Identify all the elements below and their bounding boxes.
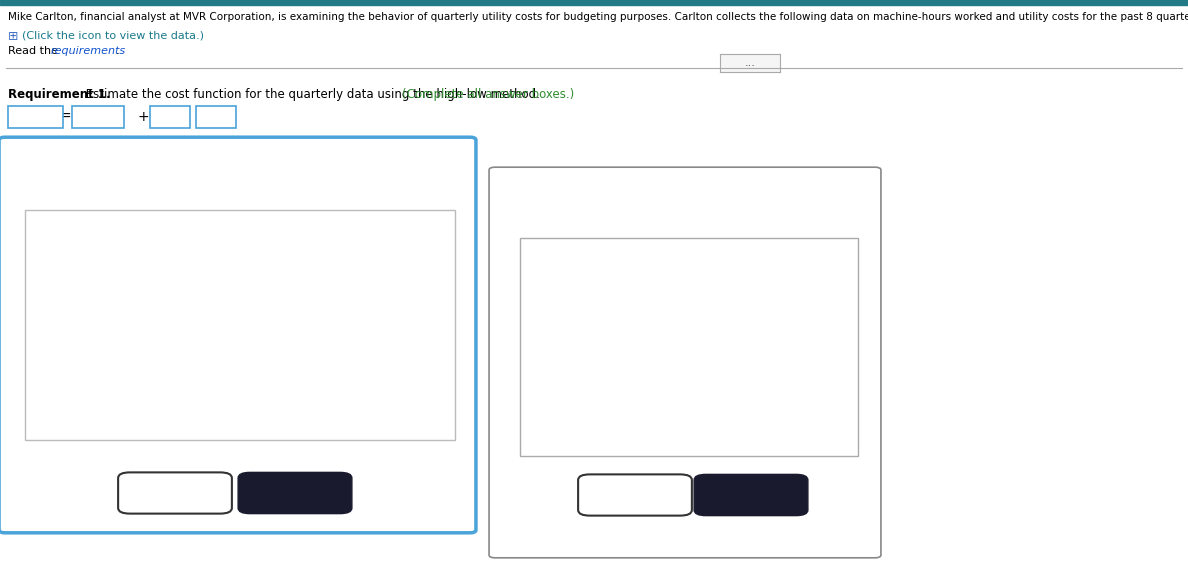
Text: Quarter 1: Quarter 1 bbox=[543, 278, 596, 288]
Text: Quarter 5: Quarter 5 bbox=[543, 370, 596, 380]
Text: 50,000: 50,000 bbox=[662, 301, 700, 311]
Text: =: = bbox=[59, 110, 71, 124]
Text: Quarter 6: Quarter 6 bbox=[543, 393, 596, 403]
Text: quarter 9. Calculate the predicted utility costs in quarter 9 using the cost: quarter 9. Calculate the predicted utili… bbox=[52, 284, 461, 294]
Text: ⊞: ⊞ bbox=[8, 30, 19, 43]
Text: Machine-Hours: Machine-Hours bbox=[625, 252, 719, 262]
Text: 3.: 3. bbox=[33, 270, 45, 280]
Text: 90,000: 90,000 bbox=[662, 393, 700, 403]
Text: 245,000: 245,000 bbox=[790, 439, 836, 449]
Text: Print: Print bbox=[160, 487, 189, 500]
Text: Quarter 4: Quarter 4 bbox=[543, 347, 596, 357]
Text: −  X: − X bbox=[421, 150, 447, 163]
Text: Done: Done bbox=[734, 488, 767, 501]
Text: 265,000: 265,000 bbox=[790, 278, 836, 288]
Text: +: + bbox=[137, 110, 148, 124]
Text: 200,000: 200,000 bbox=[790, 301, 836, 311]
Text: 100,000: 100,000 bbox=[655, 347, 700, 357]
Text: (Complete all answer boxes.): (Complete all answer boxes.) bbox=[402, 88, 574, 101]
Text: 95,000 $: 95,000 $ bbox=[651, 278, 700, 288]
Text: ...: ... bbox=[745, 58, 756, 68]
Text: Quarter 3: Quarter 3 bbox=[543, 324, 596, 334]
Text: Print: Print bbox=[620, 488, 650, 501]
Text: high-low method: high-low method bbox=[314, 222, 409, 232]
Text: Data table: Data table bbox=[535, 198, 630, 216]
Text: Estimate the cost function for the quarterly data using the: Estimate the cost function for the quart… bbox=[44, 222, 374, 232]
Text: 1.: 1. bbox=[33, 222, 45, 232]
Text: −  X: − X bbox=[822, 182, 849, 195]
Text: 2.: 2. bbox=[33, 246, 45, 256]
Text: requirements: requirements bbox=[51, 46, 126, 56]
Text: Mike Carlton, financial analyst at MVR Corporation, is examining the behavior of: Mike Carlton, financial analyst at MVR C… bbox=[8, 12, 1188, 22]
Text: 260,000: 260,000 bbox=[790, 393, 836, 403]
Text: Carlton anticipates that MVR will operate machines for 100,000 hours in: Carlton anticipates that MVR will operat… bbox=[44, 270, 447, 280]
Text: 275,000: 275,000 bbox=[790, 416, 836, 426]
Text: Estimate the cost function for the quarterly data using the high-low method.: Estimate the cost function for the quart… bbox=[82, 88, 544, 101]
Text: .: . bbox=[116, 46, 120, 56]
Text: .: . bbox=[381, 222, 385, 232]
Text: Done: Done bbox=[278, 487, 311, 500]
Text: 250,000: 250,000 bbox=[790, 324, 836, 334]
Text: 280,000: 280,000 bbox=[790, 347, 836, 357]
Text: Read the: Read the bbox=[8, 46, 62, 56]
Text: (Click the icon to view the data.): (Click the icon to view the data.) bbox=[23, 30, 204, 40]
Text: Quarter 2: Quarter 2 bbox=[543, 301, 596, 311]
Text: Utility Costs: Utility Costs bbox=[758, 252, 834, 262]
Text: Requirements: Requirements bbox=[40, 165, 176, 184]
Text: 75,000: 75,000 bbox=[662, 439, 700, 449]
Text: Plot and comment on the estimated cost function.: Plot and comment on the estimated cost f… bbox=[44, 246, 324, 256]
Text: 85,000: 85,000 bbox=[662, 324, 700, 334]
Text: 220,000: 220,000 bbox=[790, 370, 836, 380]
Text: Quarter 7: Quarter 7 bbox=[543, 416, 596, 426]
Text: function estimated in requirement 1.: function estimated in requirement 1. bbox=[52, 298, 258, 308]
Text: 65,000: 65,000 bbox=[662, 370, 700, 380]
Text: Requirement 1.: Requirement 1. bbox=[8, 88, 110, 101]
Text: Quarter 8: Quarter 8 bbox=[543, 439, 596, 449]
Text: 80,000: 80,000 bbox=[662, 416, 700, 426]
Text: Quarter: Quarter bbox=[545, 252, 594, 262]
